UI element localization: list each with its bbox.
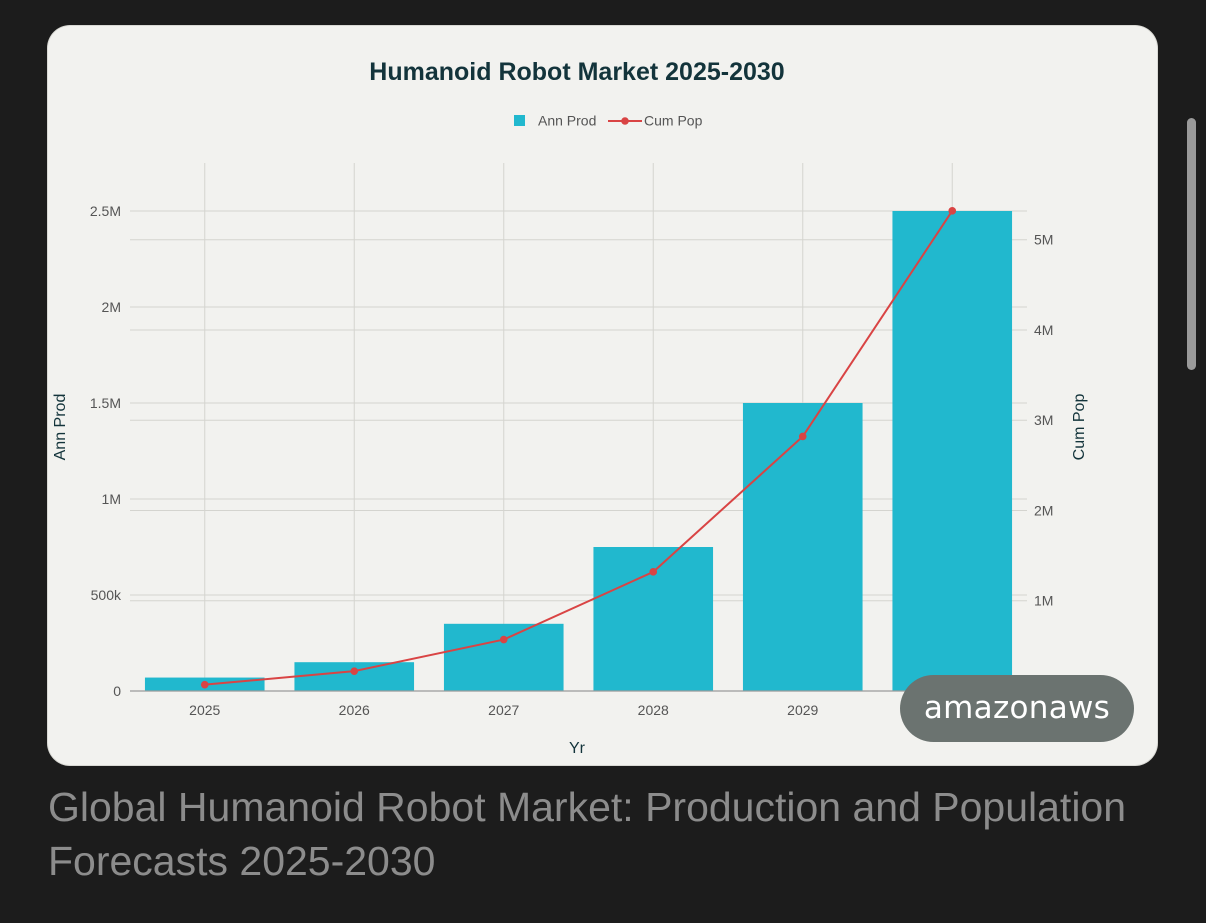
x-tick-label: 2027 [488,702,519,718]
cum-pop-point [948,207,956,215]
chart-title: Humanoid Robot Market 2025-2030 [369,58,784,86]
y-axis-title: Ann Prod [52,394,69,461]
y-tick-label: 500k [91,587,122,603]
y-tick-label: 1M [102,491,121,507]
bar [444,624,564,691]
y-tick-label: 2.5M [90,203,121,219]
image-caption: Global Humanoid Robot Market: Production… [48,780,1148,888]
x-tick-label: 2029 [787,702,818,718]
cum-pop-point [201,681,209,689]
legend-swatch-bar [514,115,525,126]
y2-tick-label: 4M [1034,322,1053,338]
chart-legend: Ann Prod Cum Pop [514,113,703,129]
y-tick-label: 2M [102,299,121,315]
chart: Humanoid Robot Market 2025-2030 Ann Prod… [48,26,1157,765]
bar [294,662,414,691]
y2-tick-label: 1M [1034,593,1053,609]
y2-tick-label: 3M [1034,412,1053,428]
scrollbar-thumb[interactable] [1187,118,1196,370]
y2-tick-label: 5M [1034,232,1053,248]
y-tick-label: 0 [113,683,121,699]
x-tick-label: 2025 [189,702,220,718]
chart-card: Humanoid Robot Market 2025-2030 Ann Prod… [48,26,1157,765]
legend-label: Cum Pop [644,113,703,129]
legend-swatch-point [621,117,629,125]
x-axis-title: Yr [569,740,586,757]
cum-pop-point [350,667,358,675]
cum-pop-point [799,433,807,441]
x-tick-label: 2026 [339,702,370,718]
legend-label: Ann Prod [538,113,596,129]
bar [743,403,863,691]
x-tick-label: 2028 [638,702,669,718]
bar [892,211,1012,691]
cum-pop-point [500,636,508,644]
bar-series [145,211,1012,691]
y-tick-label: 1.5M [90,395,121,411]
source-badge[interactable]: amazonaws [900,675,1134,742]
cum-pop-point [649,568,657,576]
y2-axis-title: Cum Pop [1071,394,1088,461]
y2-tick-label: 2M [1034,502,1053,518]
